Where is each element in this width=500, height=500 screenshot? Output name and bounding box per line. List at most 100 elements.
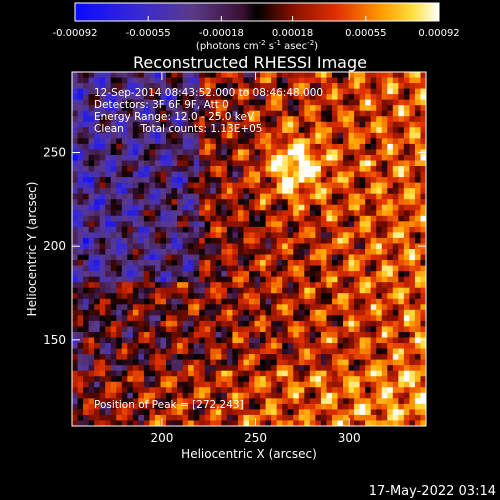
heatmap-cell (409, 83, 416, 90)
heatmap-cell (127, 215, 134, 222)
heatmap-cell (392, 359, 399, 366)
heatmap-cell (326, 320, 333, 328)
heatmap-cell (348, 160, 355, 167)
heatmap-cell (309, 221, 316, 228)
heatmap-cell (88, 226, 95, 234)
heatmap-cell (315, 365, 322, 372)
heatmap-cell (72, 337, 79, 344)
heatmap-cell (365, 343, 372, 350)
heatmap-cell (271, 387, 278, 394)
heatmap-cell (110, 403, 117, 411)
heatmap-cell (154, 254, 162, 261)
heatmap-cell (392, 177, 399, 184)
heatmap-cell (166, 77, 173, 84)
heatmap-cell (77, 376, 84, 383)
heatmap-cell (193, 271, 200, 278)
heatmap-cell (282, 403, 289, 411)
heatmap-cell (309, 331, 316, 339)
heatmap-cell (154, 420, 162, 426)
heatmap-cell (271, 343, 278, 350)
heatmap-cell (298, 359, 305, 366)
heatmap-cell (177, 182, 184, 189)
heatmap-cell (293, 210, 300, 217)
heatmap-cell (77, 143, 84, 151)
heatmap-cell (293, 420, 300, 426)
heatmap-cell (116, 143, 123, 151)
heatmap-cell (99, 331, 106, 339)
heatmap-cell (265, 249, 272, 256)
heatmap-cell (315, 403, 322, 411)
heatmap-cell (105, 298, 112, 305)
heatmap-cell (105, 138, 112, 145)
heatmap-cell (249, 343, 256, 350)
heatmap-cell (204, 282, 211, 289)
heatmap-cell (254, 210, 261, 217)
heatmap-cell (143, 221, 151, 228)
heatmap-cell (116, 116, 123, 123)
heatmap-cell (249, 293, 256, 300)
heatmap-cell (287, 326, 294, 333)
heatmap-cell (204, 149, 211, 156)
heatmap-cell (154, 309, 162, 316)
heatmap-cell (326, 376, 333, 383)
heatmap-cell (287, 370, 294, 377)
heatmap-cell (171, 392, 178, 399)
heatmap-cell (337, 160, 344, 167)
heatmap-cell (420, 226, 426, 234)
heatmap-cell (77, 132, 84, 139)
heatmap-cell (226, 282, 234, 289)
heatmap-cell (72, 414, 79, 422)
heatmap-cell (215, 160, 222, 167)
heatmap-cell (199, 337, 206, 344)
heatmap-cell (94, 398, 101, 405)
heatmap-cell (343, 359, 350, 366)
heatmap-cell (403, 138, 411, 145)
heatmap-cell (182, 237, 189, 245)
heatmap-cell (177, 243, 184, 250)
heatmap-cell (188, 182, 195, 189)
heatmap-cell (204, 72, 211, 79)
heatmap-cell (232, 116, 239, 123)
heatmap-cell (414, 337, 422, 344)
heatmap-cell (409, 166, 416, 173)
heatmap-cell (215, 199, 222, 206)
heatmap-cell (160, 199, 167, 206)
heatmap-cell (298, 409, 305, 416)
heatmap-cell (105, 210, 112, 217)
heatmap-cell (166, 182, 173, 189)
heatmap-cell (298, 282, 305, 289)
heatmap-cell (143, 348, 151, 355)
heatmap-cell (188, 409, 195, 416)
heatmap-cell (204, 260, 211, 267)
heatmap-cell (282, 215, 289, 222)
heatmap-cell (298, 226, 305, 234)
heatmap-cell (99, 210, 106, 217)
heatmap-cell (210, 188, 217, 195)
heatmap-cell (116, 271, 123, 278)
heatmap-cell (72, 171, 79, 178)
heatmap-cell (199, 215, 206, 222)
heatmap-cell (420, 105, 426, 112)
heatmap-cell (72, 72, 79, 79)
heatmap-cell (138, 149, 145, 156)
heatmap-cell (414, 348, 422, 355)
heatmap-cell (381, 414, 388, 422)
heatmap-cell (199, 199, 206, 206)
heatmap-cell (188, 287, 195, 294)
heatmap-cell (77, 409, 84, 416)
heatmap-cell (226, 110, 234, 117)
heatmap-cell (199, 77, 206, 84)
heatmap-cell (387, 398, 394, 405)
heatmap-cell (77, 72, 84, 79)
heatmap-cell (271, 260, 278, 267)
heatmap-cell (221, 331, 228, 339)
heatmap-cell (210, 414, 217, 422)
heatmap-cell (127, 343, 134, 350)
heatmap-cell (215, 304, 222, 311)
heatmap-cell (199, 420, 206, 426)
heatmap-cell (398, 72, 405, 79)
heatmap-cell (88, 260, 95, 267)
heatmap-cell (276, 210, 283, 217)
heatmap-cell (204, 331, 211, 339)
heatmap-cell (337, 88, 344, 95)
